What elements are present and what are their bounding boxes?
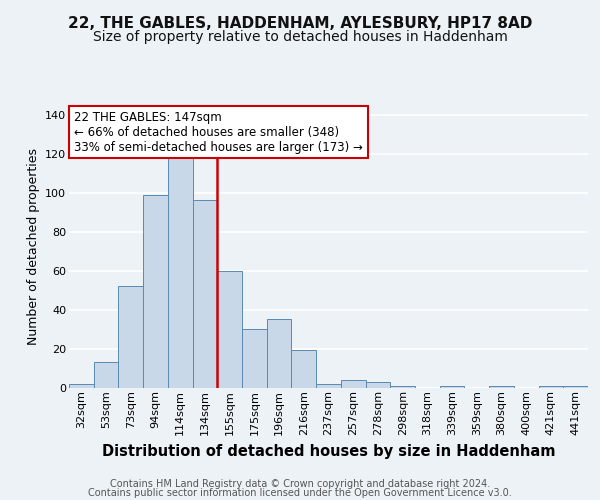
- Text: Contains public sector information licensed under the Open Government Licence v3: Contains public sector information licen…: [88, 488, 512, 498]
- Bar: [440, 386, 464, 388]
- Bar: [292, 350, 316, 388]
- Bar: [193, 200, 217, 388]
- Bar: [143, 194, 168, 388]
- Bar: [390, 386, 415, 388]
- Bar: [365, 382, 390, 388]
- Bar: [242, 329, 267, 388]
- Bar: [69, 384, 94, 388]
- Bar: [168, 138, 193, 388]
- Bar: [118, 286, 143, 388]
- Bar: [563, 386, 588, 388]
- Bar: [341, 380, 365, 388]
- X-axis label: Distribution of detached houses by size in Haddenham: Distribution of detached houses by size …: [102, 444, 555, 458]
- Bar: [316, 384, 341, 388]
- Bar: [94, 362, 118, 388]
- Text: 22 THE GABLES: 147sqm
← 66% of detached houses are smaller (348)
33% of semi-det: 22 THE GABLES: 147sqm ← 66% of detached …: [74, 110, 363, 154]
- Bar: [539, 386, 563, 388]
- Y-axis label: Number of detached properties: Number of detached properties: [26, 148, 40, 345]
- Bar: [267, 320, 292, 388]
- Text: 22, THE GABLES, HADDENHAM, AYLESBURY, HP17 8AD: 22, THE GABLES, HADDENHAM, AYLESBURY, HP…: [68, 16, 532, 32]
- Bar: [489, 386, 514, 388]
- Text: Contains HM Land Registry data © Crown copyright and database right 2024.: Contains HM Land Registry data © Crown c…: [110, 479, 490, 489]
- Bar: [217, 270, 242, 388]
- Text: Size of property relative to detached houses in Haddenham: Size of property relative to detached ho…: [92, 30, 508, 44]
